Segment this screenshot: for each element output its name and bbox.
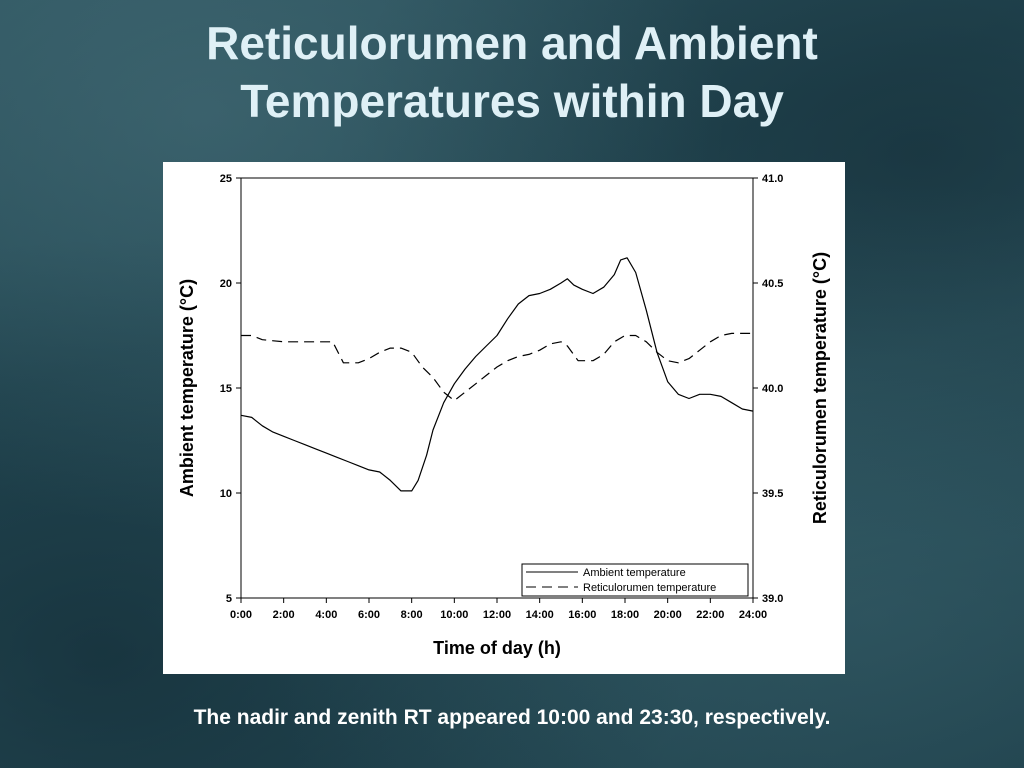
right-y-axis-ticks: 39.0 39.5 40.0 40.5 41.0 <box>753 173 783 605</box>
ambient-temperature-line <box>240 257 754 492</box>
left-y-tick-label: 10 <box>220 488 232 500</box>
x-tick-label: 4:00 <box>315 609 337 621</box>
plot-frame <box>240 177 754 599</box>
right-y-tick-label: 39.0 <box>762 593 783 605</box>
x-tick-label: 10:00 <box>440 609 468 621</box>
right-y-tick-label: 39.5 <box>762 488 783 500</box>
legend-label-ambient: Ambient temperature <box>583 567 686 579</box>
chart-panel: 0:00 2:00 4:00 6:00 8:00 10:00 12:00 14:00 16:00… <box>163 162 845 674</box>
slide-caption: The nadir and zenith RT appeared 10:00 a… <box>193 706 831 729</box>
x-tick-label: 8:00 <box>401 609 423 621</box>
x-tick-label: 18:00 <box>611 609 639 621</box>
left-y-tick-label: 20 <box>220 278 232 290</box>
x-tick-label: 20:00 <box>654 609 682 621</box>
series-lines <box>240 257 754 492</box>
right-y-tick-label: 41.0 <box>762 173 783 185</box>
x-tick-label: 0:00 <box>230 609 252 621</box>
legend-label-reticulorumen: Reticulorumen temperature <box>583 582 716 594</box>
left-y-tick-label: 5 <box>226 593 232 605</box>
x-tick-label: 16:00 <box>568 609 596 621</box>
x-tick-label: 12:00 <box>483 609 511 621</box>
x-tick-label: 14:00 <box>526 609 554 621</box>
left-y-tick-label: 15 <box>220 383 232 395</box>
x-tick-label: 6:00 <box>358 609 380 621</box>
legend: Ambient temperature Reticulorumen temper… <box>521 563 749 597</box>
right-y-tick-label: 40.5 <box>762 278 783 290</box>
left-y-axis-title: Ambient temperature (°C) <box>177 279 197 497</box>
legend-box <box>521 563 749 597</box>
x-axis-ticks: 0:00 2:00 4:00 6:00 8:00 10:00 12:00 14:00 16:00… <box>230 598 767 621</box>
right-y-tick-label: 40.0 <box>762 383 783 395</box>
left-y-tick-label: 25 <box>220 173 232 185</box>
x-tick-label: 22:00 <box>696 609 724 621</box>
slide-title: Reticulorumen and Ambient Temperatures w… <box>0 14 1024 130</box>
x-tick-label: 24:00 <box>739 609 767 621</box>
reticulorumen-temperature-line <box>241 332 753 402</box>
slide-title-line-1: Reticulorumen and Ambient <box>206 17 818 69</box>
x-axis-title: Time of day (h) <box>433 638 561 658</box>
left-y-axis-ticks: 5 10 15 20 25 <box>220 173 241 605</box>
right-y-axis-title: Reticulorumen temperature (°C) <box>810 252 830 524</box>
temperature-line-chart: 0:00 2:00 4:00 6:00 8:00 10:00 12:00 14:00 16:00… <box>177 173 830 658</box>
x-tick-label: 2:00 <box>273 609 295 621</box>
slide-title-line-2: Temperatures within Day <box>240 75 784 127</box>
